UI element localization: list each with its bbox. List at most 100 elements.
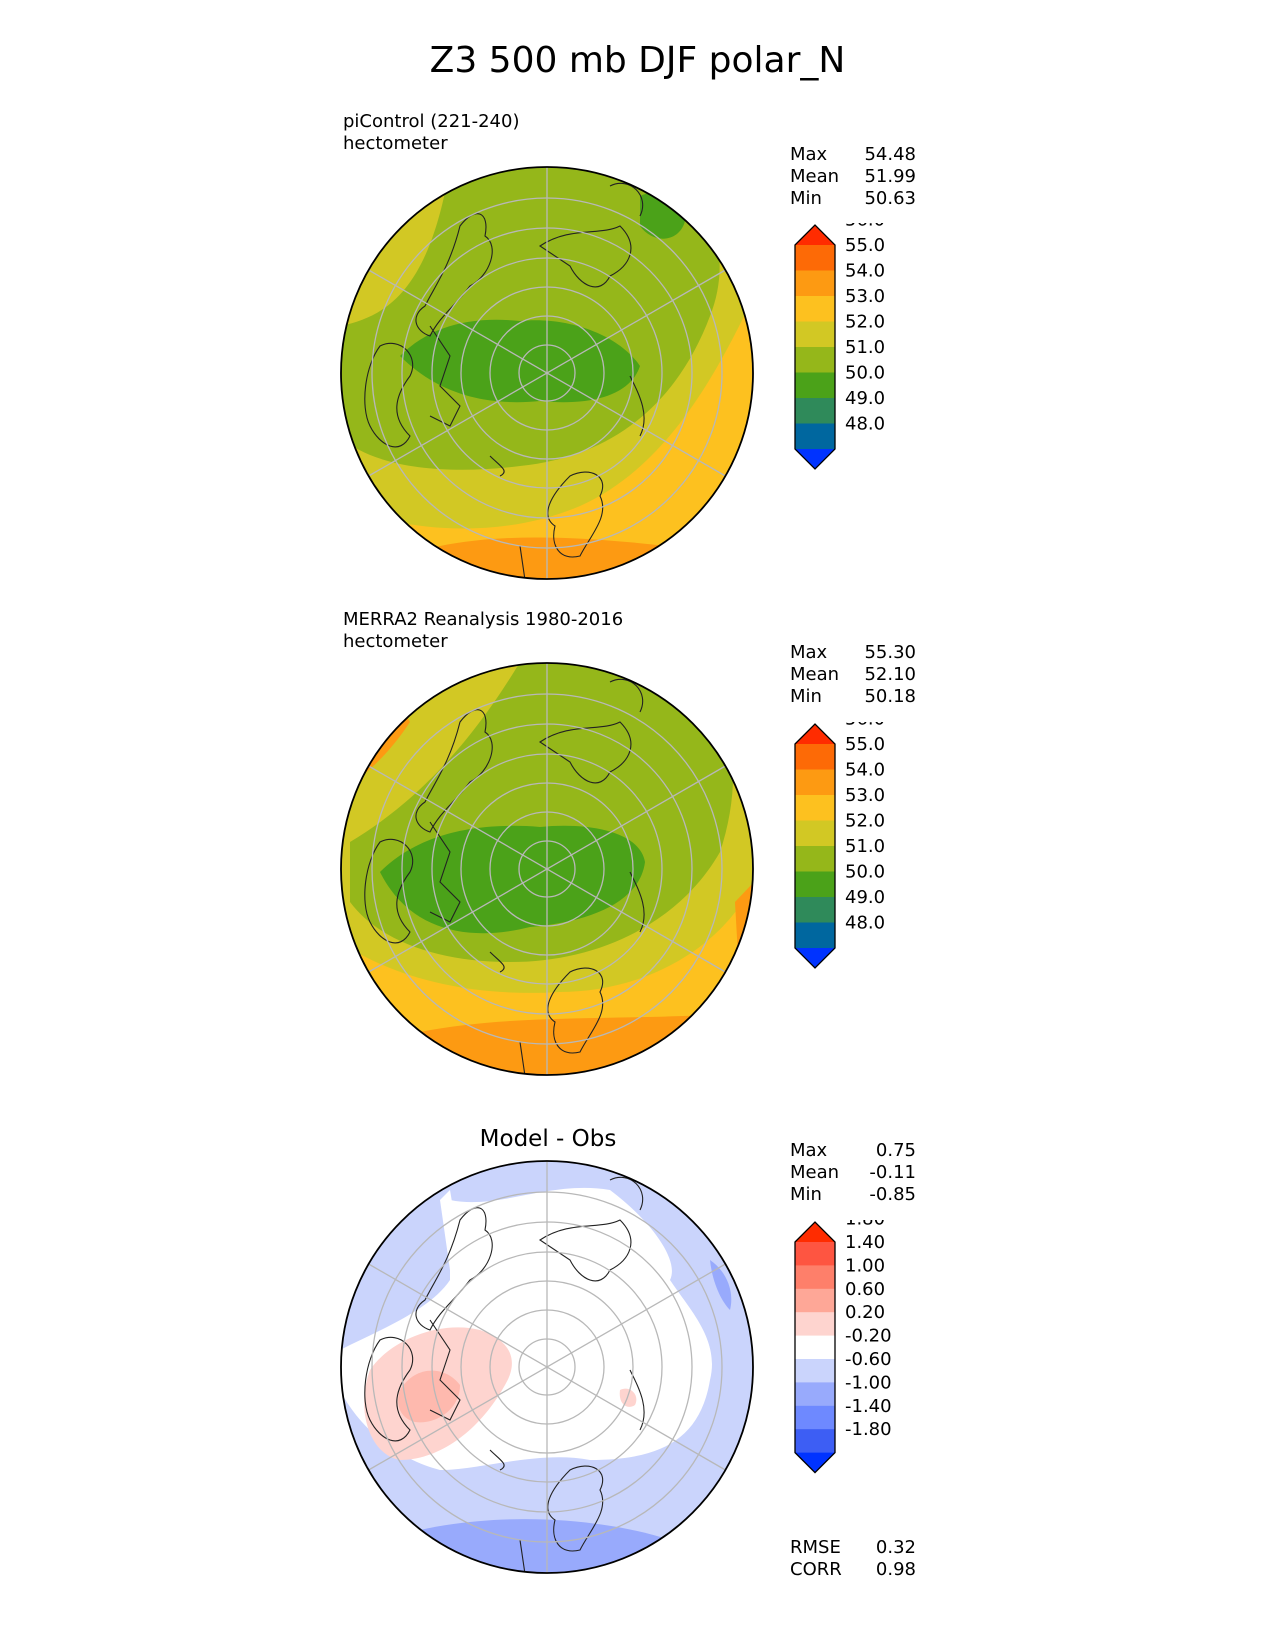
- colorbar-tick-label: 49.0: [845, 887, 885, 908]
- polar-map-model: [340, 166, 754, 580]
- map-border: [340, 1160, 754, 1574]
- stat-name: Min: [790, 188, 822, 209]
- stat-value: 50.18: [864, 686, 916, 707]
- colorbar-segment: [795, 372, 835, 399]
- colorbar-extension-max: [795, 1222, 835, 1242]
- stat-value: 0.75: [875, 1140, 916, 1161]
- colorbar-segment: [795, 820, 835, 847]
- panel2-label-line2: hectometer: [343, 631, 448, 652]
- stat-name: Max: [790, 1140, 828, 1161]
- panel1-label-line1: piControl (221-240): [343, 111, 520, 132]
- colorbar-segment: [795, 1242, 835, 1266]
- colorbar-extension-min: [795, 449, 835, 469]
- stat-value: -0.85: [869, 1184, 916, 1205]
- panel2-label: MERRA2 Reanalysis 1980-2016 hectometer: [343, 609, 623, 653]
- colorbar-outline: [794, 1221, 836, 1474]
- colorbar-outline: [794, 723, 836, 969]
- colorbar-panel3: -1.80-1.40 -1.00-0.60-0.20 0.200.60 1.001.4…: [794, 1220, 892, 1474]
- colorbar-segment: [795, 1265, 835, 1290]
- colorbar-tick-label: 53.0: [845, 785, 885, 806]
- colorbar-tick-label: 55.0: [845, 235, 885, 256]
- colorbar-extension-min: [795, 948, 835, 968]
- panel1-label: piControl (221-240) hectometer: [343, 111, 519, 155]
- colorbar-segment: [795, 897, 835, 923]
- colorbar-tick-label: -0.60: [845, 1349, 892, 1370]
- colorbar-segment: [795, 398, 835, 424]
- stat-value: 54.48: [864, 144, 916, 165]
- colorbar-tick-label: -1.80: [845, 1419, 892, 1440]
- field-band-neg0.2-0.2: [440, 1190, 460, 1270]
- colorbar-panel1: 48.0 49.0 50.0 51.0 52.0 53.0 54.0 55.0 56.0: [794, 223, 885, 470]
- colorbar-tick-label: 55.0: [845, 734, 885, 755]
- colorbar-segment: [795, 922, 835, 949]
- field-band-50-51: [400, 319, 640, 403]
- panel1-label-line2: hectometer: [343, 133, 448, 154]
- stat-name: Max: [790, 642, 828, 663]
- field-band-0.6-1.0: [398, 1370, 460, 1423]
- colorbar-segment: [795, 270, 835, 297]
- colorbar-segment: [795, 846, 835, 872]
- stat-value: 52.10: [864, 664, 916, 685]
- colorbar-tick-label: 50.0: [845, 363, 885, 384]
- colorbar-segment: [795, 245, 835, 271]
- stat-value: 51.99: [864, 166, 916, 187]
- colorbar-tick-label: 51.0: [845, 337, 885, 358]
- panel3-title: Model - Obs: [479, 1126, 617, 1152]
- colorbar-tick-label: 1.80: [845, 1220, 885, 1230]
- field-band-0.2-0.6: [619, 1388, 637, 1407]
- panel1-stats: Max 54.48 Mean 51.99 Min 50.63: [790, 144, 916, 210]
- colorbar-tick-label: 52.0: [845, 312, 885, 333]
- colorbar-segment: [795, 1312, 835, 1337]
- stat-value: 55.30: [864, 642, 916, 663]
- colorbar-tick-label: 1.40: [845, 1232, 885, 1253]
- stat-name: RMSE: [790, 1537, 841, 1558]
- stat-name: CORR: [790, 1559, 842, 1580]
- colorbar-segment: [795, 1429, 835, 1454]
- field-band-neg1.0-neg0.6: [710, 1260, 732, 1310]
- colorbar-panel2: 48.0 49.0 50.0 51.0 52.0 53.0 54.0 55.0 56.0: [794, 722, 885, 969]
- graticule: [368, 1161, 726, 1573]
- colorbar-tick-label: 54.0: [845, 261, 885, 282]
- colorbar-segment: [795, 423, 835, 450]
- stat-name: Min: [790, 1184, 822, 1205]
- colorbar-segment: [795, 1382, 835, 1407]
- polar-map-obs: [340, 662, 754, 1076]
- colorbar-tick-label: 0.60: [845, 1279, 885, 1300]
- colorbar-tick-label: 51.0: [845, 836, 885, 857]
- colorbar-tick-label: -0.20: [845, 1326, 892, 1347]
- colorbar-segment: [795, 744, 835, 770]
- colorbar-segment: [795, 1288, 835, 1313]
- polar-map-difference: [340, 1160, 754, 1574]
- stat-name: Mean: [790, 166, 840, 187]
- stat-name: Max: [790, 144, 828, 165]
- colorbar-tick-label: 1.00: [845, 1255, 885, 1276]
- graticule: [368, 167, 726, 579]
- stat-value: 0.32: [875, 1537, 916, 1558]
- colorbar-tick-label: 49.0: [845, 388, 885, 409]
- colorbar-segment: [795, 795, 835, 821]
- stat-name: Min: [790, 686, 822, 707]
- panel3-extra-stats: RMSE 0.32 CORR 0.98: [790, 1537, 916, 1581]
- colorbar-segment: [795, 871, 835, 898]
- colorbar-segment: [795, 321, 835, 348]
- field-band-54-55: [341, 204, 379, 266]
- colorbar-tick-label: 56.0: [845, 722, 885, 730]
- colorbar-tick-label: -1.40: [845, 1396, 892, 1417]
- panel3-stats: Max 0.75 Mean -0.11 Min -0.85: [790, 1140, 916, 1206]
- colorbar-segment: [795, 347, 835, 373]
- colorbar-segment: [795, 296, 835, 322]
- colorbar-tick-label: 50.0: [845, 862, 885, 883]
- stat-value: 50.63: [864, 188, 916, 209]
- map-border: [340, 166, 754, 580]
- colorbar-tick-label: 48.0: [845, 913, 885, 934]
- panel2-stats: Max 55.30 Mean 52.10 Min 50.18: [790, 642, 916, 708]
- stat-value: -0.11: [869, 1162, 916, 1183]
- colorbar-tick-label: 54.0: [845, 760, 885, 781]
- colorbar-tick-label: -1.00: [845, 1372, 892, 1393]
- colorbar-segment: [795, 769, 835, 796]
- field-band-50-51: [640, 192, 685, 239]
- colorbar-tick-label: 56.0: [845, 223, 885, 231]
- field-band-51-52: [341, 167, 720, 470]
- graticule: [368, 663, 726, 1075]
- colorbar-extension-min: [795, 1452, 835, 1473]
